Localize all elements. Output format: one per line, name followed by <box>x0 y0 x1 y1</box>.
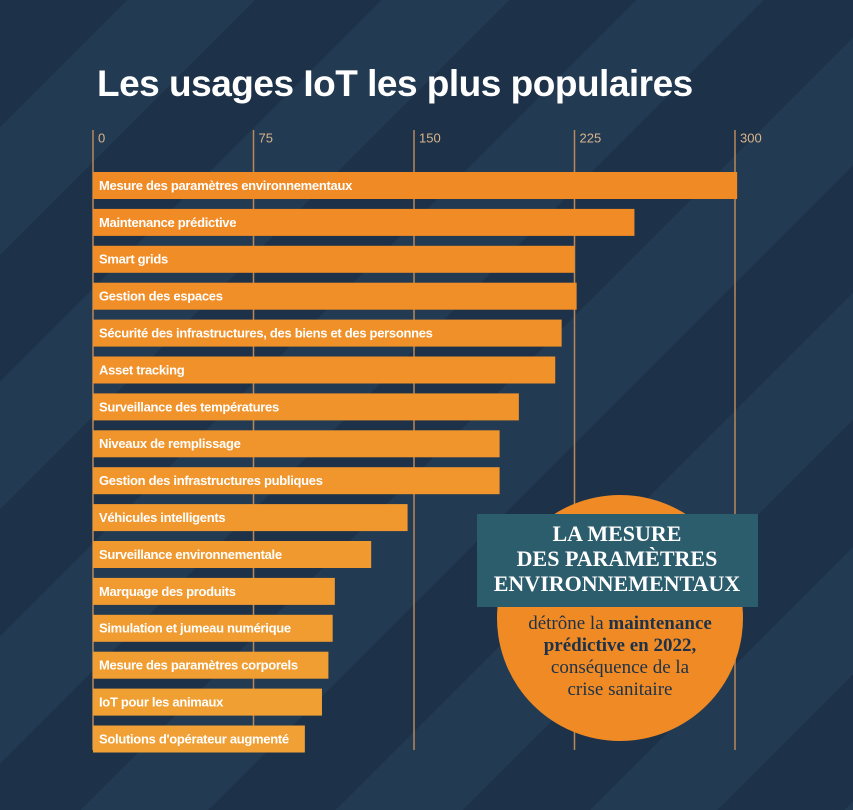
bar-label: Smart grids <box>99 252 168 267</box>
chart-title: Les usages IoT les plus populaires <box>97 63 693 104</box>
bar <box>93 467 500 495</box>
bar-label: Surveillance des températures <box>99 399 279 414</box>
bar <box>93 541 372 568</box>
bar <box>93 577 335 605</box>
bar-label: Mesure des paramètres corporels <box>99 658 298 673</box>
bar <box>93 688 322 716</box>
callout-heading: DES PARAMÈTRES <box>517 546 718 571</box>
bar-label: Niveaux de remplissage <box>99 436 241 451</box>
bar-label: Surveillance environnementale <box>99 547 282 562</box>
bar-label: Sécurité des infrastructures, des biens … <box>99 326 433 341</box>
bar <box>93 430 500 458</box>
callout-heading: ENVIRONNEMENTAUX <box>494 571 741 596</box>
bar <box>93 356 556 384</box>
bar-label: Véhicules intelligents <box>99 510 225 525</box>
x-tick-label: 0 <box>98 130 105 145</box>
bar-label: Asset tracking <box>99 362 185 377</box>
callout-banner <box>477 514 758 607</box>
callout-body: crise sanitaire <box>568 679 673 700</box>
bar <box>93 208 635 236</box>
bar-label: Maintenance prédictive <box>99 215 236 230</box>
bar <box>93 393 519 421</box>
bar <box>93 172 738 199</box>
callout-text: maintenance <box>608 613 711 634</box>
callout-text: prédictive en 2022, <box>544 635 697 656</box>
callout-body: détrône la maintenance <box>528 613 712 634</box>
callout-heading: LA MESURE <box>553 521 682 546</box>
bar-label: Simulation et jumeau numérique <box>99 621 291 636</box>
bar-label: IoT pour les animaux <box>99 695 224 710</box>
bar <box>93 651 329 679</box>
callout-body: conséquence de la <box>551 657 690 678</box>
x-tick-label: 150 <box>419 130 441 145</box>
callout-body: prédictive en 2022, <box>544 635 697 656</box>
bar-label: Marquage des produits <box>99 584 236 599</box>
bar-label: Gestion des espaces <box>99 289 223 304</box>
bar <box>93 504 408 532</box>
x-tick-label: 225 <box>580 130 602 145</box>
bar-label: Solutions d'opérateur augmenté <box>99 731 289 746</box>
callout-text: crise sanitaire <box>568 679 673 700</box>
x-tick-label: 75 <box>259 130 273 145</box>
bar-label: Mesure des paramètres environnementaux <box>99 178 353 193</box>
callout-text: détrône la <box>528 613 608 634</box>
bar <box>93 725 305 753</box>
bar-label: Gestion des infrastructures publiques <box>99 473 323 488</box>
bar <box>93 319 562 347</box>
bar <box>93 282 577 310</box>
callout-text: conséquence de la <box>551 657 690 678</box>
bar <box>93 614 333 642</box>
x-tick-label: 300 <box>740 130 762 145</box>
bar <box>93 245 575 273</box>
